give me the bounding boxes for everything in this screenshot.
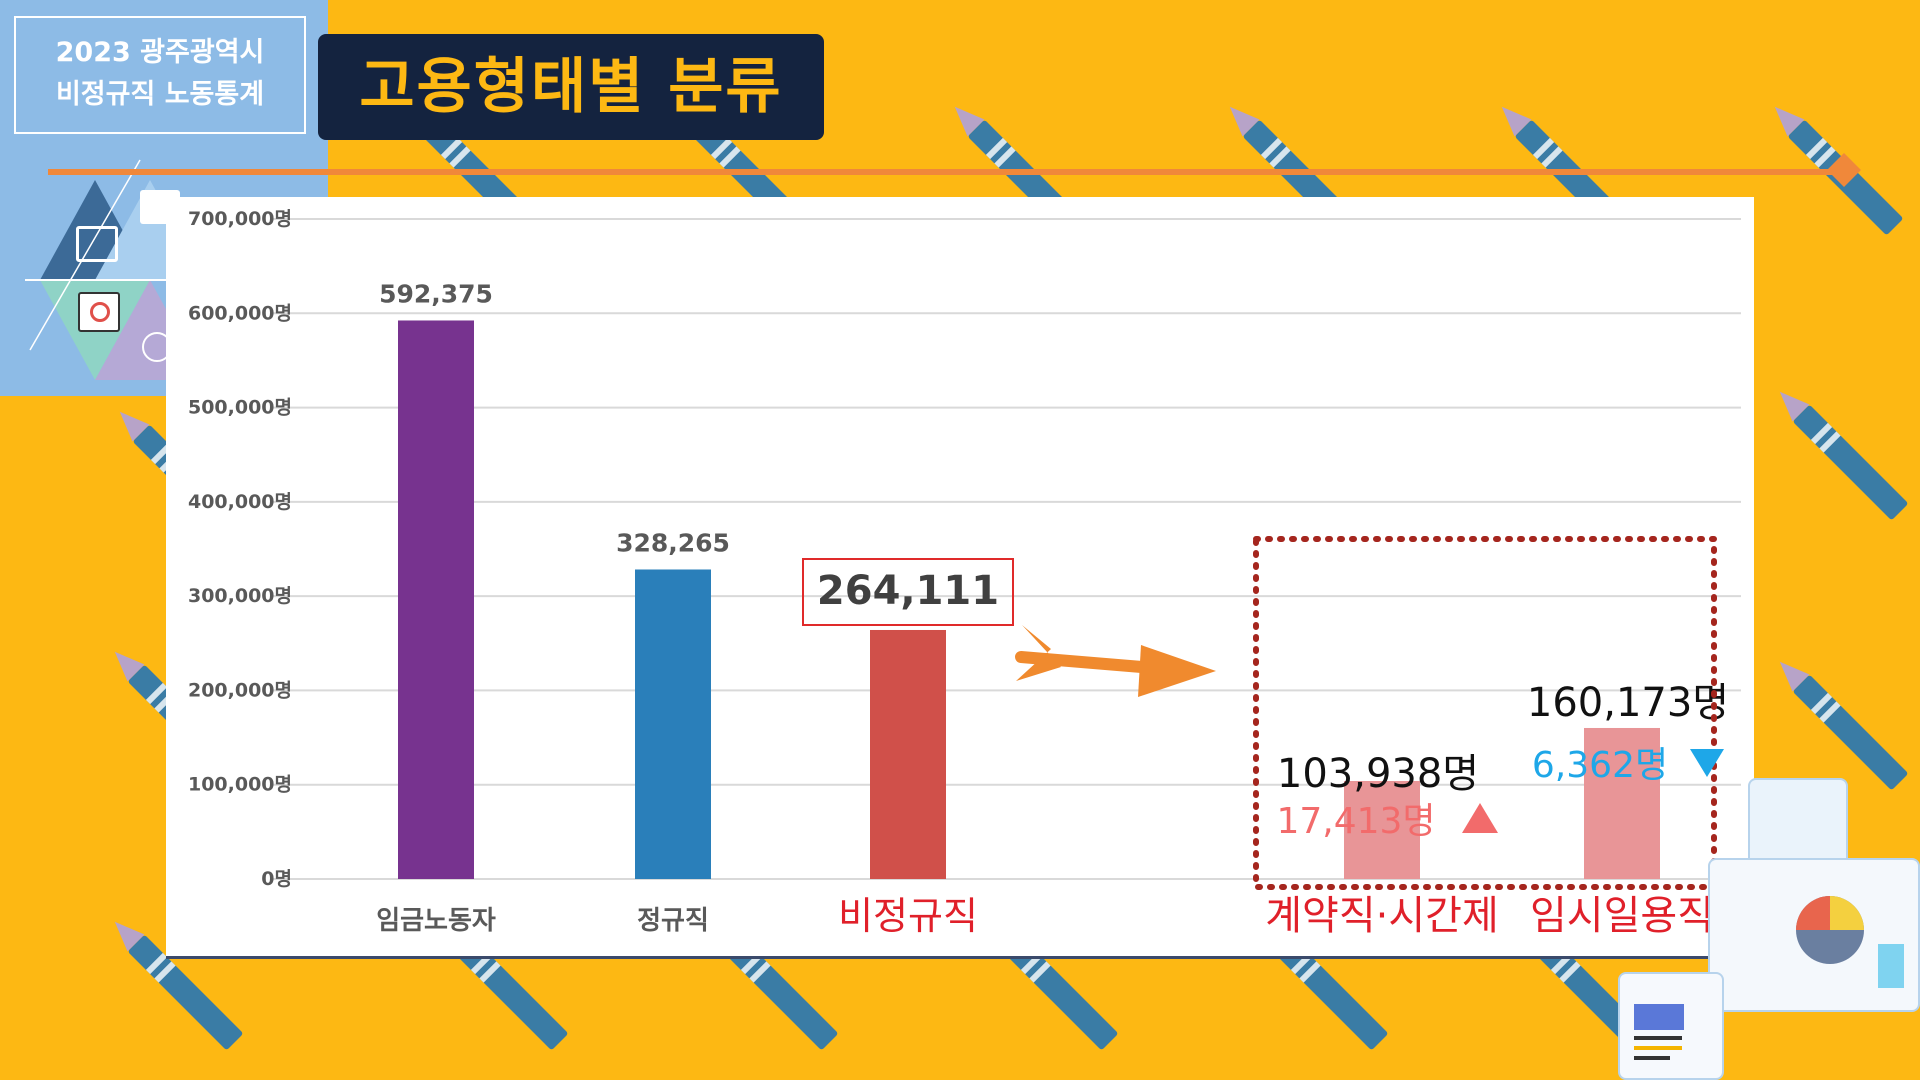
- window-icon: [1748, 778, 1848, 872]
- category-label: 정규직: [637, 906, 709, 936]
- data-label: 328,265: [616, 528, 730, 557]
- bar: [398, 320, 474, 880]
- category-label: 임시일용직: [1530, 893, 1714, 939]
- down-triangle-icon: [1690, 749, 1724, 777]
- up-triangle-icon: [1462, 803, 1498, 833]
- chart-panel: 0명 100,000명 200,000명 300,000명 400,000명 500,00…: [166, 197, 1754, 959]
- change-label-down: 6,362명: [1532, 745, 1668, 786]
- data-label: 264,111: [817, 568, 999, 614]
- category-label: 비정규직: [838, 894, 978, 938]
- bar: [1584, 727, 1660, 879]
- y-tick-label: 400,000명: [188, 491, 292, 513]
- bar-chart: 0명 100,000명 200,000명 300,000명 400,000명 500,00…: [188, 208, 1741, 939]
- analytics-icon: [78, 292, 120, 332]
- y-tick-label: 600,000명: [188, 302, 292, 324]
- y-tick-label: 100,000명: [188, 774, 292, 796]
- dashboard-window-icon: [1708, 858, 1920, 1012]
- y-tick-label: 200,000명: [188, 679, 292, 701]
- pencil-icon: [1771, 653, 1909, 791]
- bar: [635, 569, 711, 879]
- report-badge: 2023 광주광역시 비정규직 노동통계: [14, 16, 306, 134]
- dotted-highlight-box: [1253, 536, 1717, 890]
- badge-line-2: 비정규직 노동통계: [55, 79, 265, 110]
- bar: [1344, 781, 1420, 879]
- badge-line-1: 2023 광주광역시: [55, 37, 265, 68]
- category-label: 계약직·시간제: [1265, 893, 1499, 939]
- presentation-icon: [76, 226, 118, 262]
- document-window-icon: [1618, 972, 1724, 1080]
- bar: [870, 629, 946, 879]
- y-tick-label: 700,000명: [188, 208, 292, 230]
- arrow-head: [1138, 645, 1216, 697]
- change-label-up: 17,413명: [1276, 801, 1435, 842]
- highlight-box: [802, 558, 1014, 626]
- y-tick-label: 0명: [261, 868, 292, 890]
- y-tick-label: 500,000명: [188, 397, 292, 419]
- category-label: 임금노동자: [376, 906, 496, 936]
- pie-chart-icon: [1796, 896, 1904, 988]
- page-title: 고용형태별 분류: [318, 34, 824, 140]
- pencil-icon: [1771, 383, 1909, 521]
- data-label: 160,173명: [1527, 680, 1729, 726]
- accent-line: [48, 169, 1848, 175]
- chart-bottom-line: [166, 956, 1754, 959]
- y-tick-label: 300,000명: [188, 585, 292, 607]
- arrow-tail: [1016, 625, 1061, 681]
- data-label: 103,938명: [1277, 751, 1479, 797]
- data-label: 592,375: [379, 279, 493, 308]
